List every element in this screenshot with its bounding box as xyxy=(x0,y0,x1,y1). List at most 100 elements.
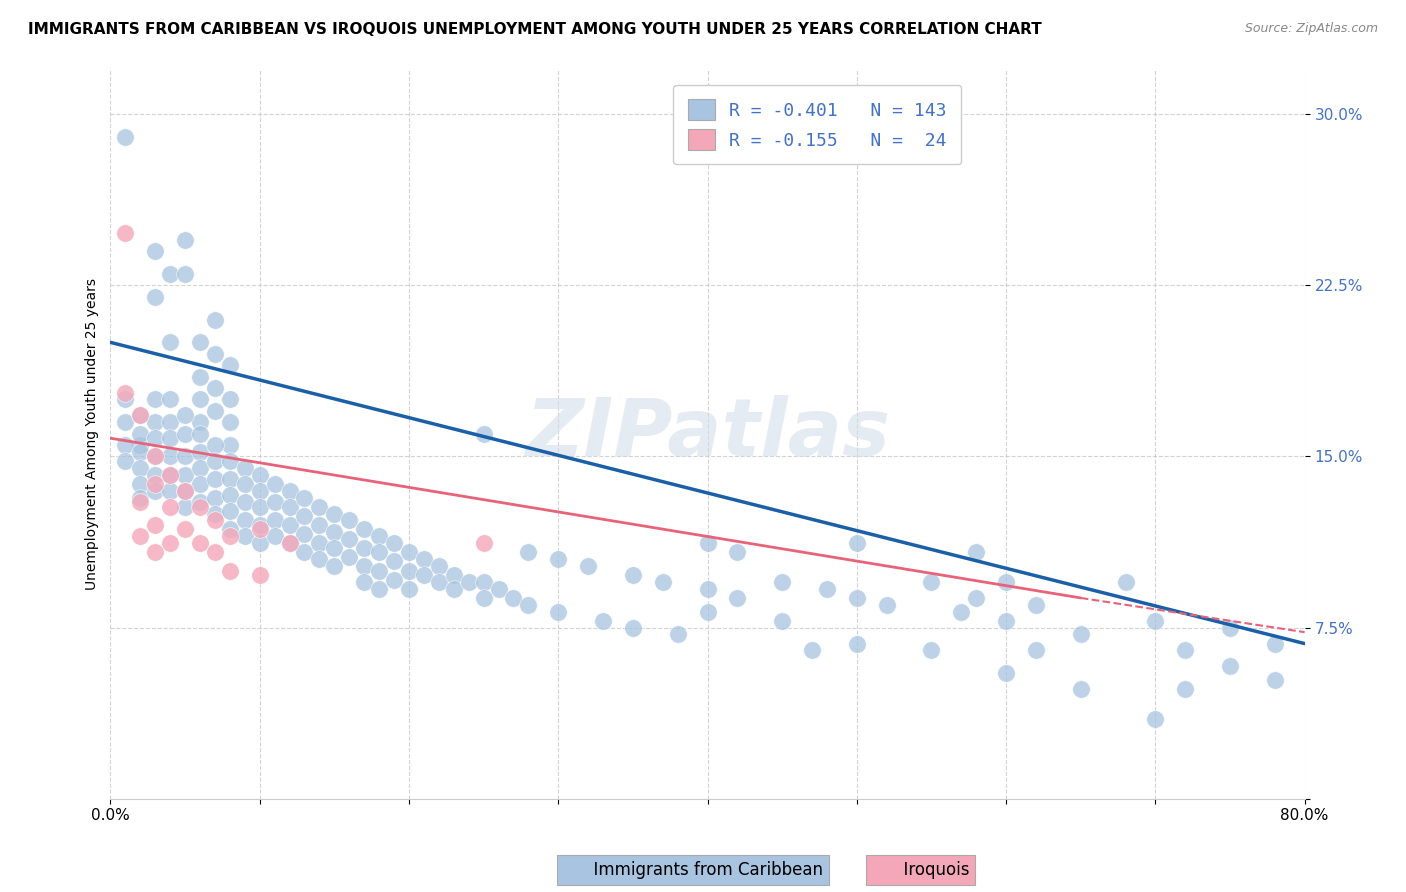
Point xyxy=(204,381,226,395)
Point xyxy=(696,605,718,619)
Point xyxy=(845,591,868,605)
Point xyxy=(368,564,391,578)
Point xyxy=(576,559,599,574)
Point xyxy=(294,527,316,541)
Point xyxy=(159,467,181,482)
Point xyxy=(278,536,301,550)
Point xyxy=(1070,682,1092,697)
Point xyxy=(143,517,166,532)
Point xyxy=(443,568,465,582)
Text: IMMIGRANTS FROM CARIBBEAN VS IROQUOIS UNEMPLOYMENT AMONG YOUTH UNDER 25 YEARS CO: IMMIGRANTS FROM CARIBBEAN VS IROQUOIS UN… xyxy=(28,22,1042,37)
Point xyxy=(204,347,226,361)
Point xyxy=(592,614,614,628)
Point xyxy=(143,450,166,464)
Point xyxy=(278,483,301,498)
Point xyxy=(337,532,360,546)
Point xyxy=(204,507,226,521)
Point xyxy=(457,574,479,589)
Point xyxy=(174,267,197,281)
Point xyxy=(845,637,868,651)
Point xyxy=(174,523,197,537)
Point xyxy=(143,483,166,498)
Point xyxy=(159,467,181,482)
Point xyxy=(143,290,166,304)
Point xyxy=(174,450,197,464)
Point xyxy=(502,591,524,605)
Point xyxy=(218,438,240,452)
Point xyxy=(398,564,420,578)
Point xyxy=(218,529,240,543)
Point xyxy=(696,582,718,596)
Point xyxy=(159,415,181,429)
Point xyxy=(308,517,330,532)
Point xyxy=(143,545,166,559)
Point xyxy=(1264,637,1286,651)
Point xyxy=(204,454,226,468)
Point xyxy=(204,404,226,418)
Point xyxy=(174,467,197,482)
Point xyxy=(308,500,330,514)
Point xyxy=(1025,643,1047,657)
Point xyxy=(666,627,689,641)
Point xyxy=(1174,643,1197,657)
Point xyxy=(965,591,987,605)
Text: Source: ZipAtlas.com: Source: ZipAtlas.com xyxy=(1244,22,1378,36)
Point xyxy=(472,426,495,441)
Point xyxy=(323,541,346,555)
Point xyxy=(278,517,301,532)
Point xyxy=(488,582,510,596)
Point xyxy=(815,582,838,596)
Point xyxy=(382,554,405,568)
Point xyxy=(188,415,211,429)
Point xyxy=(995,614,1018,628)
Point xyxy=(1219,659,1241,673)
Point xyxy=(801,643,824,657)
Point xyxy=(323,507,346,521)
Point xyxy=(159,536,181,550)
Point xyxy=(651,574,673,589)
Point xyxy=(1144,614,1167,628)
Point xyxy=(1264,673,1286,687)
Point xyxy=(770,574,793,589)
Point xyxy=(337,513,360,527)
Point xyxy=(427,574,450,589)
Point xyxy=(218,523,240,537)
Point xyxy=(188,445,211,459)
Point xyxy=(188,461,211,475)
Point xyxy=(249,523,271,537)
Point xyxy=(427,559,450,574)
Point xyxy=(920,643,942,657)
Point xyxy=(249,568,271,582)
Point xyxy=(129,495,152,509)
Point xyxy=(218,564,240,578)
Point xyxy=(995,666,1018,681)
Point xyxy=(368,545,391,559)
Point xyxy=(129,476,152,491)
Point xyxy=(1219,621,1241,635)
Point xyxy=(204,472,226,486)
Point xyxy=(129,426,152,441)
Point xyxy=(188,476,211,491)
Point xyxy=(233,461,256,475)
Point xyxy=(143,415,166,429)
Point xyxy=(129,445,152,459)
Point xyxy=(353,574,375,589)
Point xyxy=(204,491,226,505)
Point xyxy=(218,392,240,407)
Point xyxy=(770,614,793,628)
Point xyxy=(517,598,540,612)
Point xyxy=(323,524,346,539)
Point xyxy=(368,529,391,543)
Point xyxy=(218,488,240,502)
Point xyxy=(114,392,136,407)
Point xyxy=(129,438,152,452)
Point xyxy=(368,582,391,596)
Point xyxy=(143,392,166,407)
Point xyxy=(517,545,540,559)
Point xyxy=(382,536,405,550)
Point xyxy=(159,335,181,350)
Point xyxy=(353,559,375,574)
Point xyxy=(725,591,748,605)
Point xyxy=(263,529,285,543)
Point xyxy=(233,513,256,527)
